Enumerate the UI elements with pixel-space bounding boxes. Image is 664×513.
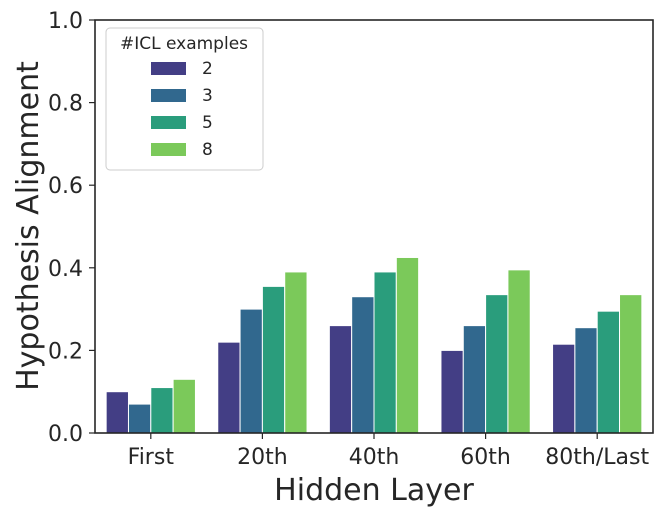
bar-80th-last-series-5 bbox=[596, 310, 621, 434]
y-axis-ticks: 0.0 0.2 0.4 0.6 0.8 1.0 bbox=[48, 9, 95, 447]
bar-first-series-5 bbox=[150, 387, 174, 434]
legend-title: #ICL examples bbox=[120, 34, 248, 54]
x-tick-label: First bbox=[128, 445, 175, 470]
bar-first-series-8 bbox=[172, 378, 196, 434]
bar-80th-last-series-3 bbox=[574, 327, 598, 434]
bar-60th-series-3 bbox=[462, 325, 487, 434]
bar-40th-series-2 bbox=[328, 325, 353, 434]
legend-label-5: 5 bbox=[202, 113, 213, 133]
bar-20th-series-3 bbox=[239, 308, 263, 434]
bar-first-series-2 bbox=[105, 391, 129, 434]
x-tick-label: 80th/Last bbox=[545, 445, 649, 470]
legend: #ICL examples 2 3 5 8 bbox=[105, 27, 264, 171]
bar-60th-series-5 bbox=[485, 294, 509, 434]
y-tick-label: 1.0 bbox=[48, 9, 83, 34]
x-axis-label: Hidden Layer bbox=[274, 473, 474, 508]
x-axis-ticks: First 20th 40th 60th 80th/Last bbox=[128, 433, 649, 470]
bar-80th-last-series-2 bbox=[552, 343, 576, 434]
bar-40th-series-5 bbox=[373, 271, 397, 434]
bars-group bbox=[105, 256, 643, 434]
legend-swatch-3 bbox=[151, 89, 186, 102]
bar-first-series-3 bbox=[127, 403, 152, 434]
bar-20th-series-8 bbox=[284, 271, 308, 434]
bar-40th-series-3 bbox=[351, 296, 375, 434]
y-tick-label: 0.2 bbox=[48, 339, 83, 364]
bar-60th-series-2 bbox=[440, 349, 464, 434]
legend-label-2: 2 bbox=[202, 59, 213, 79]
y-axis-label: Hypothesis Alignment bbox=[11, 61, 46, 391]
x-tick-label: 60th bbox=[460, 445, 511, 470]
legend-entries: 2 3 5 8 bbox=[151, 59, 213, 160]
bar-20th-series-2 bbox=[217, 341, 241, 434]
y-tick-label: 0.4 bbox=[48, 257, 83, 282]
x-tick-label: 20th bbox=[237, 445, 288, 470]
bar-80th-last-series-8 bbox=[619, 294, 643, 434]
y-tick-label: 0.0 bbox=[48, 422, 83, 447]
x-tick-label: 40th bbox=[349, 445, 400, 470]
legend-swatch-2 bbox=[151, 62, 186, 75]
plot-frame bbox=[94, 19, 654, 434]
bar-60th-series-8 bbox=[507, 269, 531, 434]
legend-label-8: 8 bbox=[202, 140, 213, 160]
legend-swatch-5 bbox=[151, 116, 186, 129]
legend-swatch-8 bbox=[151, 143, 186, 156]
bar-20th-series-5 bbox=[261, 285, 286, 434]
y-tick-label: 0.8 bbox=[48, 92, 83, 117]
y-tick-label: 0.6 bbox=[48, 174, 83, 199]
legend-label-3: 3 bbox=[202, 86, 213, 106]
bar-40th-series-8 bbox=[395, 256, 420, 434]
